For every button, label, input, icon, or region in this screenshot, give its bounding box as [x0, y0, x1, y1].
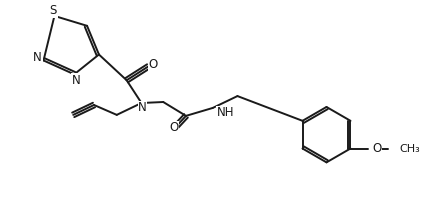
Text: O: O	[170, 121, 179, 134]
Text: O: O	[149, 58, 158, 71]
Text: S: S	[50, 5, 57, 18]
Text: N: N	[33, 51, 42, 64]
Text: N: N	[138, 101, 147, 115]
Text: CH₃: CH₃	[399, 144, 420, 153]
Text: N: N	[72, 74, 80, 87]
Text: O: O	[372, 142, 382, 155]
Text: NH: NH	[217, 106, 234, 119]
